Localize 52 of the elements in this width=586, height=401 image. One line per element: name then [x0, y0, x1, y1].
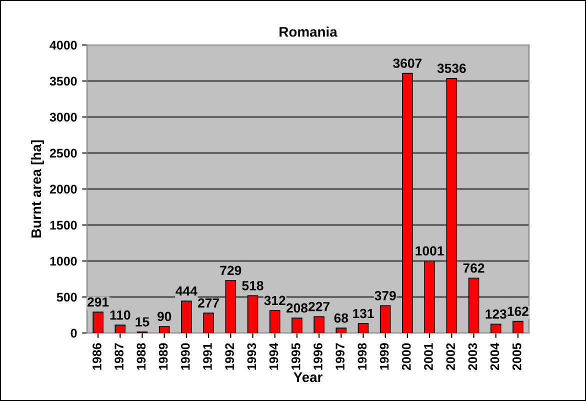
- data-label: 3536: [437, 64, 466, 74]
- x-tick-label: 2004: [490, 342, 500, 370]
- x-tick-label: 1994: [269, 342, 278, 370]
- x-tick-label: 1995: [291, 343, 300, 370]
- data-label: 444: [176, 286, 198, 296]
- data-label: 90: [157, 312, 172, 322]
- data-label: 277: [198, 298, 219, 308]
- data-label: 227: [308, 302, 330, 312]
- data-label: 762: [463, 263, 484, 273]
- x-tick-label: 1997: [336, 343, 345, 370]
- y-tick-label: 1500: [50, 220, 77, 230]
- y-tick-label: 3000: [50, 112, 77, 122]
- y-tick-label: 3500: [50, 76, 77, 86]
- data-label: 208: [286, 303, 308, 313]
- x-tick-label: 1996: [314, 343, 322, 370]
- data-label: 518: [242, 280, 264, 290]
- x-tick-label: 1990: [180, 343, 190, 370]
- y-tick-label: 500: [56, 292, 77, 302]
- y-axis-title: Burnt area [ha]: [30, 140, 44, 238]
- data-label: 110: [110, 310, 130, 320]
- x-tick-label: 2001: [424, 343, 433, 370]
- y-tick-label: 2000: [50, 184, 77, 194]
- x-tick-label: 2002: [446, 343, 456, 370]
- data-label: 162: [508, 306, 528, 316]
- x-tick-label: 1989: [158, 343, 168, 370]
- x-tick-label: 1987: [114, 343, 124, 370]
- data-label: 123: [486, 309, 506, 319]
- data-label: 15: [136, 317, 150, 327]
- y-tick-label: 2500: [50, 148, 77, 158]
- y-tick-label: 1000: [50, 256, 77, 266]
- chart-title: Romania: [280, 26, 338, 37]
- data-label: 291: [88, 297, 109, 307]
- x-tick-label: 1992: [225, 343, 234, 370]
- data-label: 379: [374, 290, 396, 300]
- y-tick-label: 0: [70, 328, 77, 338]
- data-label: 68: [334, 313, 348, 323]
- x-tick-label: 1991: [203, 343, 212, 370]
- data-label: 131: [353, 308, 374, 318]
- x-tick-label: 2005: [512, 343, 522, 370]
- data-label: 1001: [416, 246, 444, 256]
- x-axis-title: Year: [294, 372, 322, 382]
- x-tick-label: 1999: [380, 343, 389, 370]
- data-label: 3607: [393, 58, 422, 68]
- data-label: 729: [220, 266, 242, 276]
- x-tick-label: 2003: [468, 343, 478, 370]
- x-tick-label: 1988: [136, 343, 146, 370]
- data-label: 312: [264, 296, 286, 306]
- x-tick-label: 1998: [358, 343, 367, 370]
- y-tick-label: 4000: [50, 40, 77, 50]
- x-tick-label: 1993: [247, 343, 256, 370]
- x-tick-label: 2000: [402, 343, 411, 370]
- x-tick-label: 1986: [92, 343, 102, 370]
